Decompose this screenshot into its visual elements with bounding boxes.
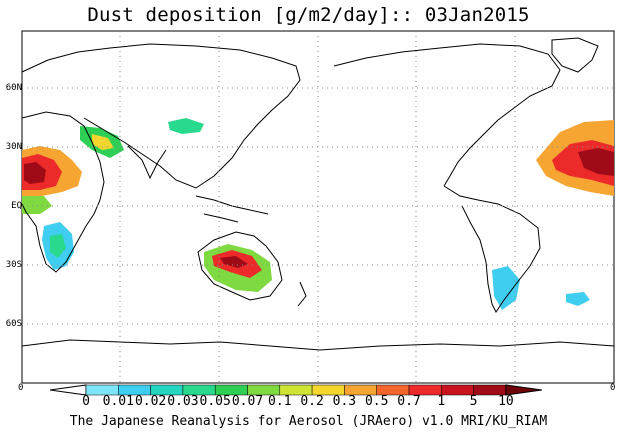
colorbar-tick-label: 0.01 <box>102 394 134 409</box>
dust-central-asia <box>168 118 204 134</box>
coast-north-america <box>333 43 561 187</box>
coast-new-zealand <box>297 281 307 307</box>
lat-label-60n: 60N <box>5 83 22 93</box>
dust-arabia-hot <box>92 134 114 150</box>
colorbar-tick-label: 0.2 <box>300 394 324 409</box>
graticule <box>22 31 614 383</box>
map-title: Dust deposition [g/m2/day]:: 03Jan2015 <box>87 4 530 26</box>
colorbar-tick-label: 0 <box>82 394 90 409</box>
colorbar-tick-label: 0.7 <box>397 394 421 409</box>
coastlines <box>21 37 615 351</box>
dust-sahara-max <box>24 162 46 184</box>
colorbar-tick-label: 1 <box>437 394 446 409</box>
lat-label-eq: EQ <box>11 201 22 211</box>
coast-eurasia <box>21 43 301 189</box>
dust-deposition-shading <box>22 118 614 310</box>
colorbar-tick-label: 0.02 <box>134 394 167 409</box>
colorbar-tick-label: 0.5 <box>364 394 389 409</box>
colorbar <box>49 384 542 396</box>
lat-label-30s: 30S <box>5 260 22 270</box>
coast-australia <box>197 231 283 301</box>
colorbar-tick-label: 0.05 <box>199 394 231 409</box>
dust-southern-africa-core <box>50 234 66 258</box>
colorbar-tick-label: 0.03 <box>167 394 199 409</box>
dust-sahel <box>22 196 52 214</box>
colorbar-tick-label: 5 <box>469 394 478 409</box>
colorbar-tick-label: 0.07 <box>231 394 264 409</box>
data-credit: The Japanese Reanalysis for Aerosol (JRA… <box>69 414 548 429</box>
coast-greenland <box>551 37 599 73</box>
colorbar-right-arrow <box>505 384 542 396</box>
dust-australia-max <box>220 256 248 268</box>
coast-south-america <box>443 185 541 313</box>
coast-antarctica <box>21 339 615 351</box>
lat-label-30n: 30N <box>5 142 22 152</box>
coast-india <box>127 145 167 180</box>
dust-atlantic-max <box>578 148 614 176</box>
lat-label-60s: 60S <box>5 319 22 329</box>
colorbar-tick-label: 0.1 <box>268 394 292 409</box>
colorbar-tick-label: 10 <box>498 394 514 409</box>
colorbar-tick-label: 0.3 <box>332 394 357 409</box>
dust-south-america <box>492 266 520 310</box>
lon-label-left: 0 <box>18 383 24 393</box>
coast-africa <box>21 111 105 273</box>
lon-label-right: 0 <box>610 383 616 393</box>
dust-patagonia <box>566 292 590 306</box>
